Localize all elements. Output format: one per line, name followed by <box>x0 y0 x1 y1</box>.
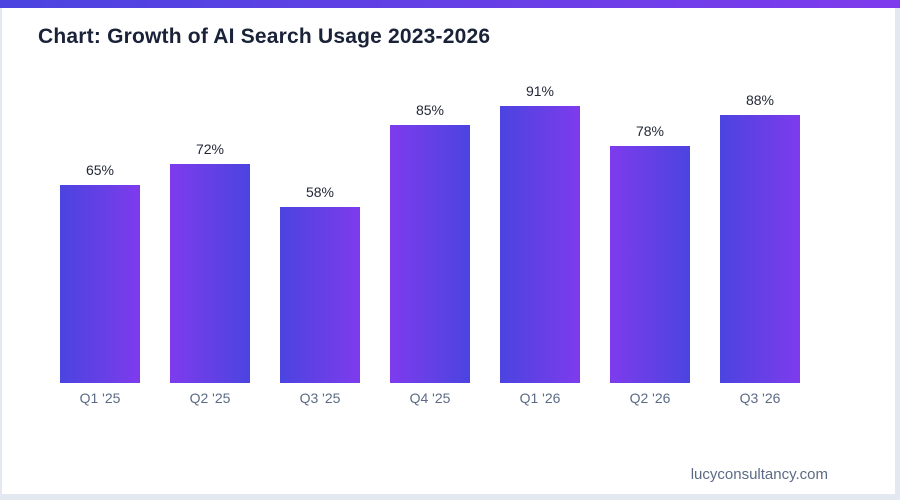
bar-value-label: 65% <box>85 162 115 178</box>
bar <box>170 164 250 383</box>
bar-value-label: 88% <box>745 92 775 108</box>
bar-value-label: 58% <box>305 184 335 200</box>
frame-border-right <box>895 8 900 500</box>
bar <box>60 185 140 383</box>
x-axis-tick-label: Q3 '25 <box>299 390 341 406</box>
bar-value-label: 72% <box>195 141 225 157</box>
bar <box>610 146 690 383</box>
bar-column: 88% <box>720 79 800 383</box>
x-axis-labels: Q1 '25 Q2 '25 Q3 '25 Q4 '25 Q1 '26 Q2 '26 Q3 '… <box>60 390 800 406</box>
bar <box>280 207 360 383</box>
bar <box>500 106 580 383</box>
top-accent-bar <box>0 0 900 8</box>
bar-column: 58% <box>280 79 360 383</box>
x-axis-tick-label: Q2 '25 <box>189 390 231 406</box>
bar-value-label: 85% <box>415 102 445 118</box>
bar <box>390 125 470 383</box>
x-axis-tick-label: Q3 '26 <box>739 390 781 406</box>
bar <box>720 115 800 383</box>
chart-title: Chart: Growth of AI Search Usage 2023-20… <box>38 25 491 48</box>
bar-column: 85% <box>390 79 470 383</box>
bar-column: 65% <box>60 79 140 383</box>
x-axis-tick-label: Q1 '26 <box>519 390 561 406</box>
bar-chart-plot-area: 65% 72% 58% 85% 91% 78% 88% <box>60 79 800 383</box>
footer-watermark: lucyconsultancy.com <box>690 466 828 483</box>
bar-value-label: 78% <box>635 123 665 139</box>
bar-column: 78% <box>610 79 690 383</box>
x-axis-tick-label: Q2 '26 <box>629 390 671 406</box>
bar-column: 91% <box>500 79 580 383</box>
frame-border-left <box>0 8 2 500</box>
x-axis-tick-label: Q1 '25 <box>79 390 121 406</box>
x-axis-tick-label: Q4 '25 <box>409 390 451 406</box>
frame-border-bottom <box>0 494 900 500</box>
bar-value-label: 91% <box>525 83 555 99</box>
bar-column: 72% <box>170 79 250 383</box>
